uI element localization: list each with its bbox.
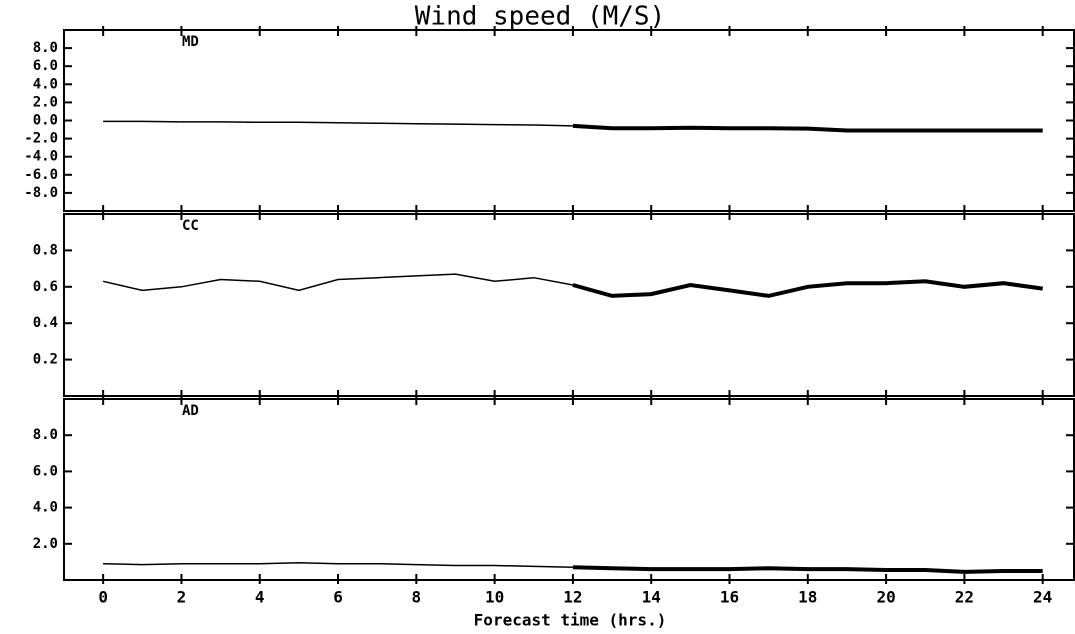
x-tick-label: 10 — [485, 588, 504, 607]
data-line — [572, 123, 1043, 133]
y-tick-label: 2.0 — [33, 536, 58, 552]
x-tick-label: 0 — [98, 588, 108, 607]
x-tick-label: 24 — [1033, 588, 1052, 607]
y-tick-label: 4.0 — [33, 500, 58, 516]
x-tick-label: 20 — [876, 588, 895, 607]
y-tick-label: -6.0 — [24, 167, 58, 183]
y-tick-label: -4.0 — [24, 149, 58, 165]
chart-title: Wind speed (M/S) — [415, 2, 665, 32]
panel-frame — [63, 29, 1075, 212]
y-tick-label: 0.2 — [33, 352, 58, 368]
y-tick-label: 4.0 — [33, 76, 58, 92]
panel-frame — [63, 398, 1075, 581]
y-tick-label: 6.0 — [33, 463, 58, 479]
y-tick-label: 0.8 — [33, 242, 58, 258]
y-tick-label: 2.0 — [33, 94, 58, 110]
y-tick-label: 0.6 — [33, 279, 58, 295]
panel-frame — [63, 213, 1075, 397]
x-tick-label: 4 — [255, 588, 265, 607]
y-tick-label: 8.0 — [33, 427, 58, 443]
panel-label: MD — [182, 34, 199, 50]
panel-label: AD — [182, 403, 199, 419]
y-tick-label: -2.0 — [24, 131, 58, 147]
panel-label: CC — [182, 218, 199, 234]
data-line — [572, 279, 1043, 298]
x-tick-label: 12 — [563, 588, 582, 607]
x-tick-label: 2 — [177, 588, 187, 607]
y-tick-label: 0.4 — [33, 315, 58, 331]
x-tick-label: 8 — [412, 588, 422, 607]
y-tick-label: -8.0 — [24, 185, 58, 201]
y-tick-label: 0.0 — [33, 113, 58, 129]
data-line — [103, 120, 573, 127]
x-tick-label: 16 — [720, 588, 739, 607]
y-tick-label: 8.0 — [33, 40, 58, 56]
x-tick-label: 22 — [955, 588, 974, 607]
x-tick-label: 14 — [642, 588, 661, 607]
data-line — [102, 273, 574, 292]
data-line — [572, 565, 1043, 574]
data-line — [103, 562, 573, 569]
x-tick-label: 6 — [333, 588, 343, 607]
x-tick-label: 18 — [798, 588, 817, 607]
x-axis-label: Forecast time (hrs.) — [474, 611, 667, 630]
y-tick-label: 6.0 — [33, 58, 58, 74]
